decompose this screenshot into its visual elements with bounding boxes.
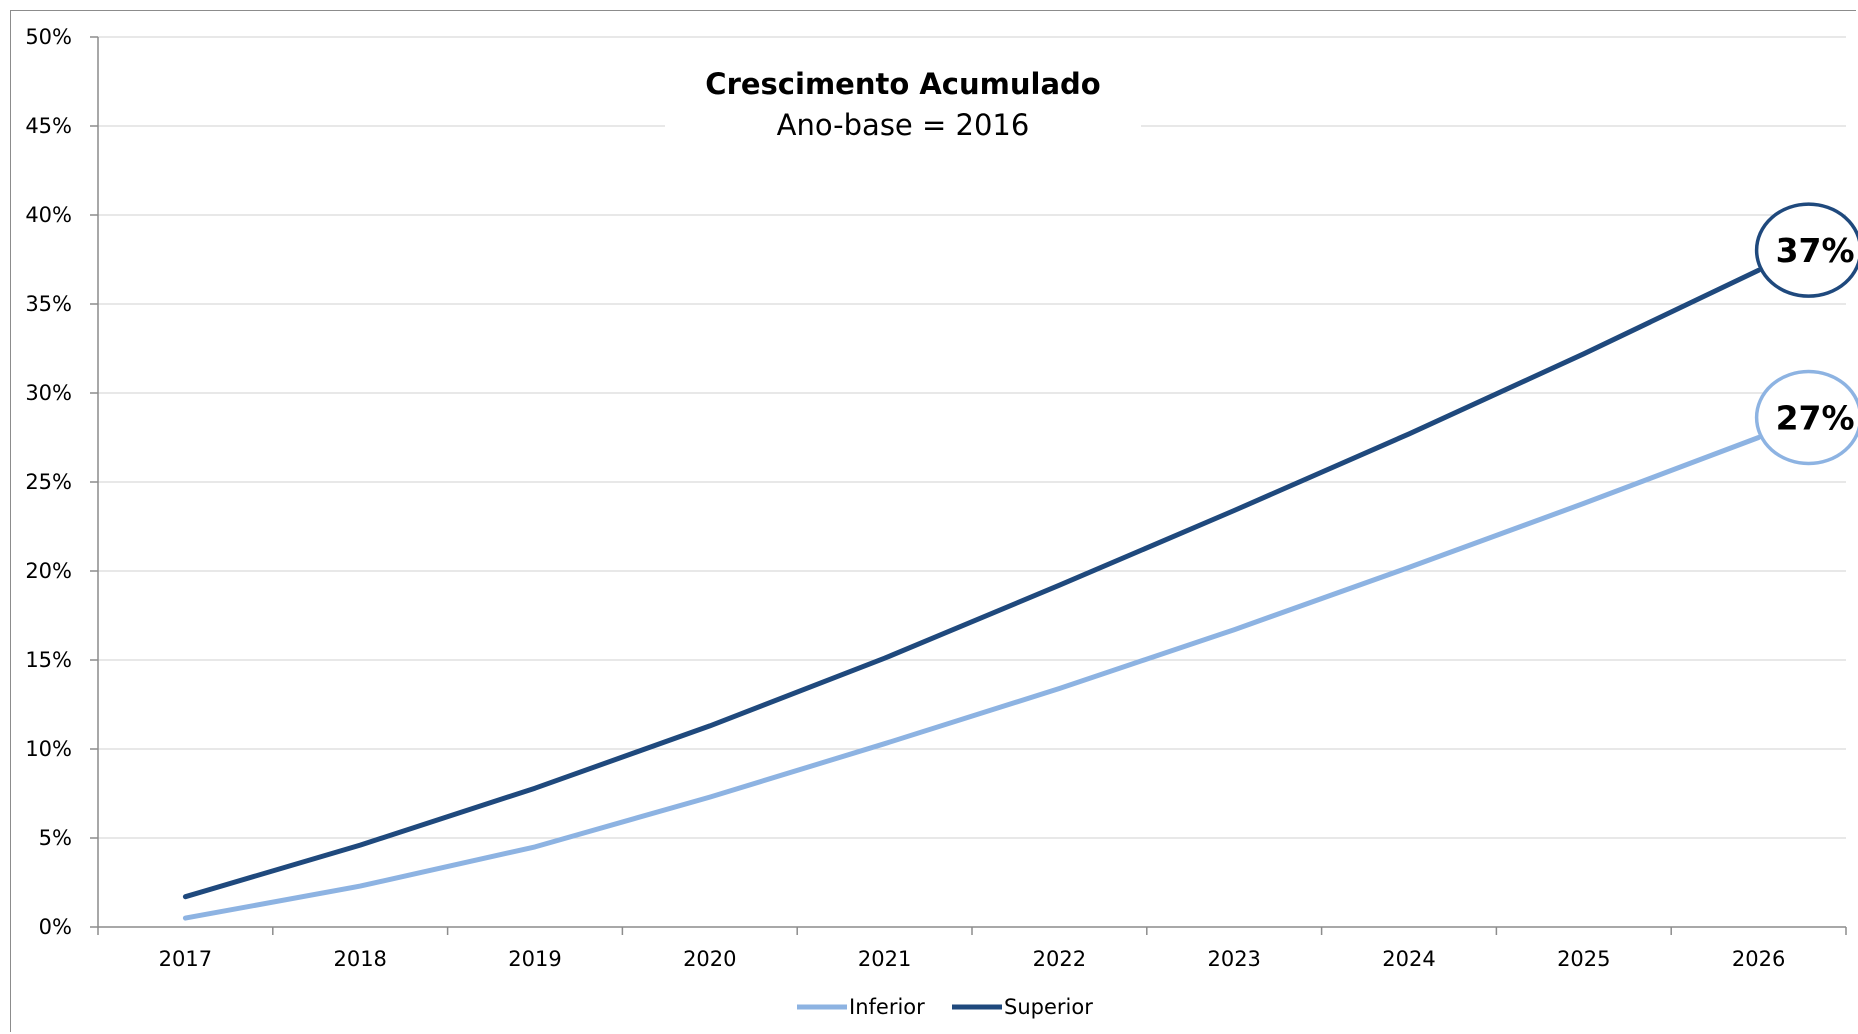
- x-tick-label: 2018: [333, 947, 386, 971]
- y-tick-labels: 0% 5% 10% 15% 20% 25% 30% 35% 40% 45% 50%: [25, 25, 72, 939]
- y-tick-label: 15%: [25, 648, 72, 672]
- legend-label-superior: Superior: [1004, 995, 1093, 1019]
- legend: Inferior Superior: [797, 995, 1093, 1019]
- callout-bubble: [1754, 369, 1858, 466]
- x-tick-label: 2024: [1382, 947, 1435, 971]
- gridlines: [98, 36, 1846, 839]
- callouts: 37% 27%: [1754, 202, 1858, 466]
- axes: [90, 36, 1847, 935]
- y-tick-label: 40%: [25, 203, 72, 227]
- y-tick-label: 30%: [25, 381, 72, 405]
- x-tick-label: 2017: [159, 947, 212, 971]
- callout-bubble: [1754, 202, 1858, 298]
- x-tick-label: 2021: [858, 947, 911, 971]
- y-tick-label: 35%: [25, 292, 72, 316]
- x-tick-label: 2023: [1207, 947, 1260, 971]
- x-tick-label: 2025: [1557, 947, 1610, 971]
- x-tick-label: 2020: [683, 947, 736, 971]
- chart-title-group: Crescimento Acumulado Ano-base = 2016: [665, 55, 1141, 170]
- series-lines: [182, 267, 1762, 921]
- series-line-inferior: [182, 435, 1762, 921]
- y-tick-label: 45%: [25, 114, 72, 138]
- legend-label-inferior: Inferior: [849, 995, 925, 1019]
- chart-subtitle: Ano-base = 2016: [777, 108, 1030, 142]
- legend-item-superior: Superior: [952, 995, 1093, 1019]
- x-tick-label: 2022: [1033, 947, 1086, 971]
- y-tick-label: 5%: [39, 826, 72, 850]
- y-tick-label: 10%: [25, 737, 72, 761]
- y-tick-label: 25%: [25, 470, 72, 494]
- title-background: [665, 55, 1141, 170]
- chart-title: Crescimento Acumulado: [705, 67, 1100, 101]
- callout-label: 27%: [1776, 399, 1855, 438]
- callout-inferior: 27%: [1754, 369, 1858, 466]
- series-line-superior: [182, 267, 1762, 900]
- x-tick-label: 2026: [1732, 947, 1785, 971]
- x-tick-label: 2019: [508, 947, 561, 971]
- callout-label: 37%: [1776, 231, 1855, 270]
- chart-frame: [10, 10, 1856, 1032]
- y-tick-label: 0%: [39, 915, 72, 939]
- callout-superior: 37%: [1754, 202, 1858, 298]
- x-tick-labels: 2017 2018 2019 2020 2021 2022 2023 2024 2025 2026: [159, 947, 1786, 971]
- y-tick-label: 50%: [25, 25, 72, 49]
- legend-item-inferior: Inferior: [797, 995, 925, 1019]
- y-tick-label: 20%: [25, 559, 72, 583]
